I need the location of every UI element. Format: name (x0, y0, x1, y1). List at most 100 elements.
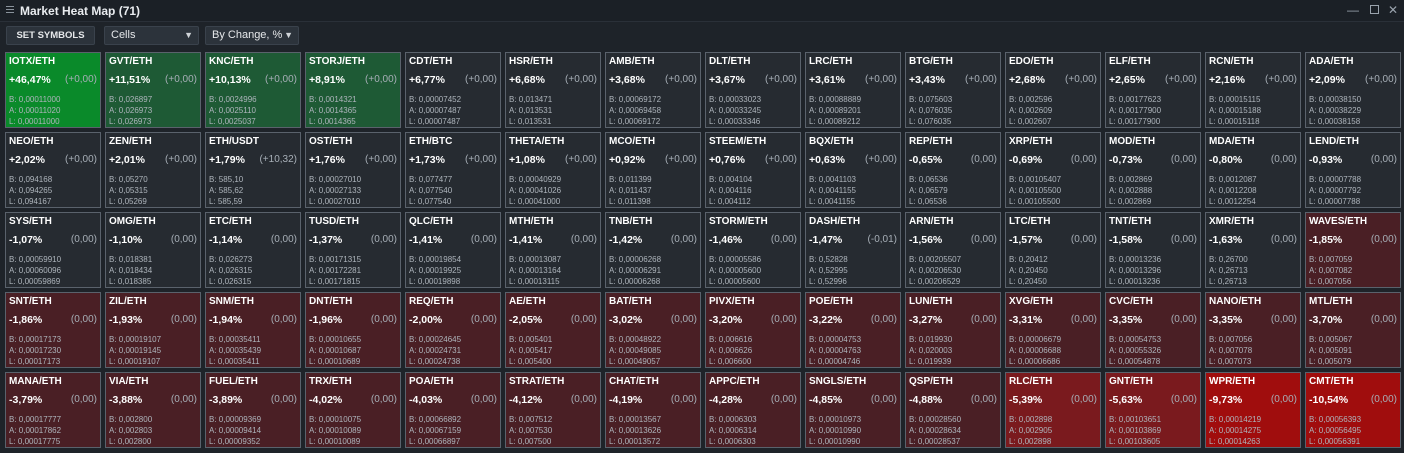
heat-map-cell[interactable]: TRX/ETH -4,02% (0,00) B: 0,00010075 A: 0,000… (305, 372, 401, 448)
heat-map-cell[interactable]: GVT/ETH +11,51% (+0,00) B: 0,026897 A: 0,026… (105, 52, 201, 128)
toolbar: SET SYMBOLS Cells ▼ By Change, % ▼ (0, 24, 1404, 48)
heat-map-cell[interactable]: REQ/ETH -2,00% (0,00) B: 0,00024645 A: 0,000… (405, 292, 501, 368)
title-bar[interactable]: Market Heat Map (71) — ✕ (0, 0, 1404, 22)
close-button[interactable]: ✕ (1387, 3, 1399, 17)
heat-map-cell[interactable]: STRAT/ETH -4,12% (0,00) B: 0,007512 A: 0,007… (505, 372, 601, 448)
heat-map-cell[interactable]: SNT/ETH -1,86% (0,00) B: 0,00017173 A: 0,000… (5, 292, 101, 368)
heat-map-cell[interactable]: SYS/ETH -1,07% (0,00) B: 0,00059910 A: 0,000… (5, 212, 101, 288)
heat-map-cell[interactable]: LRC/ETH +3,61% (+0,00) B: 0,00088889 A: 0,00… (805, 52, 901, 128)
ask-value: A: 0,00028634 (909, 426, 962, 435)
change-percent: -3,88% (109, 394, 143, 406)
heat-map-cell[interactable]: KNC/ETH +10,13% (+0,00) B: 0,0024996 A: 0,00… (205, 52, 301, 128)
heat-map-cell[interactable]: VIA/ETH -3,88% (0,00) B: 0,002800 A: 0,00280… (105, 372, 201, 448)
heat-map-cell[interactable]: STORM/ETH -1,46% (0,00) B: 0,00005586 A: 0,0… (705, 212, 801, 288)
view-mode-value: Cells (111, 29, 136, 41)
heat-map-cell[interactable]: MCO/ETH +0,92% (+0,00) B: 0,011399 A: 0,0114… (605, 132, 701, 208)
pair-label: APPC/ETH (709, 376, 760, 387)
heat-map-cell[interactable]: GNT/ETH -5,63% (0,00) B: 0,00103651 A: 0,001… (1105, 372, 1201, 448)
change-delta: (0,00) (570, 314, 597, 325)
heat-map-cell[interactable]: THETA/ETH +1,08% (+0,00) B: 0,00040929 A: 0,… (505, 132, 601, 208)
last-value: L: 0,00006686 (1009, 357, 1061, 366)
heat-map-cell[interactable]: QLC/ETH -1,41% (0,00) B: 0,00019854 A: 0,000… (405, 212, 501, 288)
heat-map-cell[interactable]: PIVX/ETH -3,20% (0,00) B: 0,006616 A: 0,0066… (705, 292, 801, 368)
heat-map-cell[interactable]: AMB/ETH +3,68% (+0,00) B: 0,00069172 A: 0,00… (605, 52, 701, 128)
heat-map-cell[interactable]: SNGLS/ETH -4,85% (0,00) B: 0,00010973 A: 0,0… (805, 372, 901, 448)
heat-map-cell[interactable]: NANO/ETH -3,35% (0,00) B: 0,007056 A: 0,0070… (1205, 292, 1301, 368)
heat-map-cell[interactable]: ETH/BTC +1,73% (+0,00) B: 0,077477 A: 0,0775… (405, 132, 501, 208)
heat-map-cell[interactable]: BAT/ETH -3,02% (0,00) B: 0,00048922 A: 0,000… (605, 292, 701, 368)
heat-map-cell[interactable]: RLC/ETH -5,39% (0,00) B: 0,002898 A: 0,00290… (1005, 372, 1101, 448)
heat-map-cell[interactable]: CDT/ETH +6,77% (+0,00) B: 0,00007452 A: 0,00… (405, 52, 501, 128)
heat-map-cell[interactable]: DNT/ETH -1,96% (0,00) B: 0,00010655 A: 0,000… (305, 292, 401, 368)
heat-map-cell[interactable]: ADA/ETH +2,09% (+0,00) B: 0,00038150 A: 0,00… (1305, 52, 1401, 128)
heat-map-cell[interactable]: STORJ/ETH +8,91% (+0,00) B: 0,0014321 A: 0,0… (305, 52, 401, 128)
heat-map-cell[interactable]: MDA/ETH -0,80% (0,00) B: 0,0012087 A: 0,0012… (1205, 132, 1301, 208)
heat-map-cell[interactable]: IOTX/ETH +46,47% (+0,00) B: 0,00011000 A: 0,… (5, 52, 101, 128)
change-percent: -2,00% (409, 314, 443, 326)
last-value: L: 0,007073 (1209, 357, 1252, 366)
bid-value: B: 0,00017777 (9, 415, 62, 424)
heat-map-cell[interactable]: OMG/ETH -1,10% (0,00) B: 0,018381 A: 0,01843… (105, 212, 201, 288)
change-percent: -3,89% (209, 394, 243, 406)
heat-map-cell[interactable]: ZIL/ETH -1,93% (0,00) B: 0,00019107 A: 0,000… (105, 292, 201, 368)
heat-map-cell[interactable]: STEEM/ETH +0,76% (+0,00) B: 0,004104 A: 0,00… (705, 132, 801, 208)
sort-mode-select[interactable]: By Change, % ▼ (205, 26, 299, 45)
heat-map-cell[interactable]: CMT/ETH -10,54% (0,00) B: 0,00056393 A: 0,00… (1305, 372, 1401, 448)
heat-map-cell[interactable]: MOD/ETH -0,73% (0,00) B: 0,002869 A: 0,00288… (1105, 132, 1201, 208)
heat-map-cell[interactable]: CVC/ETH -3,35% (0,00) B: 0,00054753 A: 0,000… (1105, 292, 1201, 368)
heat-map-cell[interactable]: APPC/ETH -4,28% (0,00) B: 0,0006303 A: 0,000… (705, 372, 801, 448)
heat-map-cell[interactable]: LTC/ETH -1,57% (0,00) B: 0,20412 A: 0,20450 L… (1005, 212, 1101, 288)
heat-map-cell[interactable]: ZEN/ETH +2,01% (+0,00) B: 0,05270 A: 0,05315… (105, 132, 201, 208)
heat-map-cell[interactable]: TNB/ETH -1,42% (0,00) B: 0,00006268 A: 0,000… (605, 212, 701, 288)
change-delta: (-0,01) (867, 234, 897, 245)
drag-handle-icon[interactable] (6, 6, 14, 15)
ask-value: A: 0,00103869 (1109, 426, 1162, 435)
heat-map-cell[interactable]: LUN/ETH -3,27% (0,00) B: 0,019930 A: 0,02000… (905, 292, 1001, 368)
heat-map-cell[interactable]: ELF/ETH +2,65% (+0,00) B: 0,00177623 A: 0,00… (1105, 52, 1201, 128)
heat-map-cell[interactable]: DASH/ETH -1,47% (-0,01) B: 0,52828 A: 0,5299… (805, 212, 901, 288)
heat-map-cell[interactable]: DLT/ETH +3,67% (+0,00) B: 0,00033023 A: 0,00… (705, 52, 801, 128)
heat-map-cell[interactable]: RCN/ETH +2,16% (+0,00) B: 0,00015115 A: 0,00… (1205, 52, 1301, 128)
heat-map-cell[interactable]: WAVES/ETH -1,85% (0,00) B: 0,007059 A: 0,007… (1305, 212, 1401, 288)
minimize-button[interactable]: — (1347, 3, 1359, 17)
heat-map-cell[interactable]: MTH/ETH -1,41% (0,00) B: 0,00013087 A: 0,000… (505, 212, 601, 288)
heat-map-cell[interactable]: BQX/ETH +0,63% (+0,00) B: 0,0041103 A: 0,004… (805, 132, 901, 208)
heat-map-cell[interactable]: BTG/ETH +3,43% (+0,00) B: 0,075603 A: 0,0760… (905, 52, 1001, 128)
heat-map-cell[interactable]: XVG/ETH -3,31% (0,00) B: 0,00006679 A: 0,000… (1005, 292, 1101, 368)
heat-map-cell[interactable]: REP/ETH -0,65% (0,00) B: 0,06536 A: 0,06579 L… (905, 132, 1001, 208)
heat-map-cell[interactable]: XMR/ETH -1,63% (0,00) B: 0,26700 A: 0,26713 L… (1205, 212, 1301, 288)
heat-map-cell[interactable]: ETH/USDT +1,79% (+10,32) B: 585,10 A: 585,62… (205, 132, 301, 208)
heat-map-cell[interactable]: AE/ETH -2,05% (0,00) B: 0,005401 A: 0,005417… (505, 292, 601, 368)
change-percent: -1,56% (909, 234, 943, 246)
view-mode-select[interactable]: Cells ▼ (104, 26, 199, 45)
heat-map-cell[interactable]: NEO/ETH +2,02% (+0,00) B: 0,094168 A: 0,0942… (5, 132, 101, 208)
bid-value: B: 0,26700 (1209, 255, 1248, 264)
heat-map-cell[interactable]: FUEL/ETH -3,89% (0,00) B: 0,00009369 A: 0,00… (205, 372, 301, 448)
heat-map-cell[interactable]: ETC/ETH -1,14% (0,00) B: 0,026273 A: 0,02631… (205, 212, 301, 288)
heat-map-cell[interactable]: CHAT/ETH -4,19% (0,00) B: 0,00013567 A: 0,00… (605, 372, 701, 448)
ask-value: A: 0,020003 (909, 346, 953, 355)
heat-map-cell[interactable]: XRP/ETH -0,69% (0,00) B: 0,00105407 A: 0,001… (1005, 132, 1101, 208)
heat-map-cell[interactable]: TNT/ETH -1,58% (0,00) B: 0,00013236 A: 0,000… (1105, 212, 1201, 288)
heat-map-cell[interactable]: MTL/ETH -3,70% (0,00) B: 0,005067 A: 0,00509… (1305, 292, 1401, 368)
change-delta: (0,00) (470, 314, 497, 325)
bid-value: B: 0,00011000 (9, 95, 61, 104)
set-symbols-button[interactable]: SET SYMBOLS (6, 26, 95, 45)
heat-map-cell[interactable]: POE/ETH -3,22% (0,00) B: 0,00004753 A: 0,000… (805, 292, 901, 368)
last-value: L: 0,20450 (1009, 277, 1047, 286)
heat-map-cell[interactable]: ARN/ETH -1,56% (0,00) B: 0,00205507 A: 0,002… (905, 212, 1001, 288)
maximize-button[interactable] (1367, 3, 1381, 17)
last-value: L: 0,00017775 (9, 437, 61, 446)
heat-map-cell[interactable]: SNM/ETH -1,94% (0,00) B: 0,00035411 A: 0,000… (205, 292, 301, 368)
ask-value: A: 0,00089201 (809, 106, 862, 115)
heat-map-cell[interactable]: TUSD/ETH -1,37% (0,00) B: 0,00171315 A: 0,00… (305, 212, 401, 288)
heat-map-cell[interactable]: POA/ETH -4,03% (0,00) B: 0,00066892 A: 0,000… (405, 372, 501, 448)
heat-map-cell[interactable]: MANA/ETH -3,79% (0,00) B: 0,00017777 A: 0,00… (5, 372, 101, 448)
heat-map-cell[interactable]: LEND/ETH -0,93% (0,00) B: 0,00007788 A: 0,00… (1305, 132, 1401, 208)
heat-map-cell[interactable]: WPR/ETH -9,73% (0,00) B: 0,00014219 A: 0,000… (1205, 372, 1301, 448)
heat-map-cell[interactable]: EDO/ETH +2,68% (+0,00) B: 0,002596 A: 0,0026… (1005, 52, 1101, 128)
heat-map-cell[interactable]: HSR/ETH +6,68% (+0,00) B: 0,013471 A: 0,0135… (505, 52, 601, 128)
heat-map-cell[interactable]: OST/ETH +1,76% (+0,00) B: 0,00027010 A: 0,00… (305, 132, 401, 208)
heat-map-cell[interactable]: QSP/ETH -4,88% (0,00) B: 0,00028560 A: 0,000… (905, 372, 1001, 448)
change-delta: (+0,00) (465, 74, 497, 85)
